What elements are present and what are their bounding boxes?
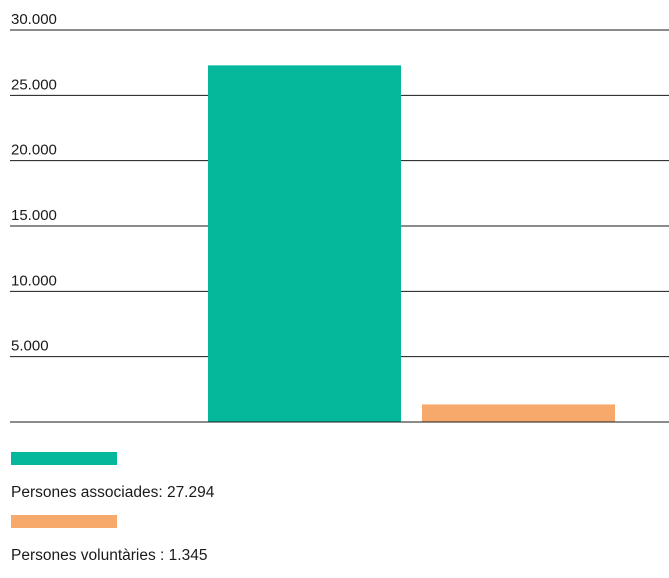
y-tick-label: 30.000 [11, 11, 57, 28]
bar-associades [208, 65, 401, 422]
y-tick-label: 10.000 [11, 272, 57, 289]
y-tick-label: 15.000 [11, 207, 57, 224]
bar-voluntaries [422, 404, 615, 422]
legend-label-voluntaries: Persones voluntàries : 1.345 [11, 547, 208, 564]
legend-item-voluntaries: Persones voluntàries : 1.345 [11, 515, 214, 566]
y-tick-label: 20.000 [11, 142, 57, 159]
y-tick-label: 5.000 [11, 338, 49, 355]
bar-chart: 5.000 10.000 15.000 20.000 25.000 30.000 [10, 11, 669, 423]
legend: Persones associades: 27.294 Persones vol… [11, 452, 214, 578]
legend-label-associades: Persones associades: 27.294 [11, 484, 215, 501]
y-tick-label: 25.000 [11, 76, 57, 93]
legend-swatch-associades [11, 452, 117, 465]
legend-item-associades: Persones associades: 27.294 [11, 452, 214, 503]
legend-swatch-voluntaries [11, 515, 117, 528]
